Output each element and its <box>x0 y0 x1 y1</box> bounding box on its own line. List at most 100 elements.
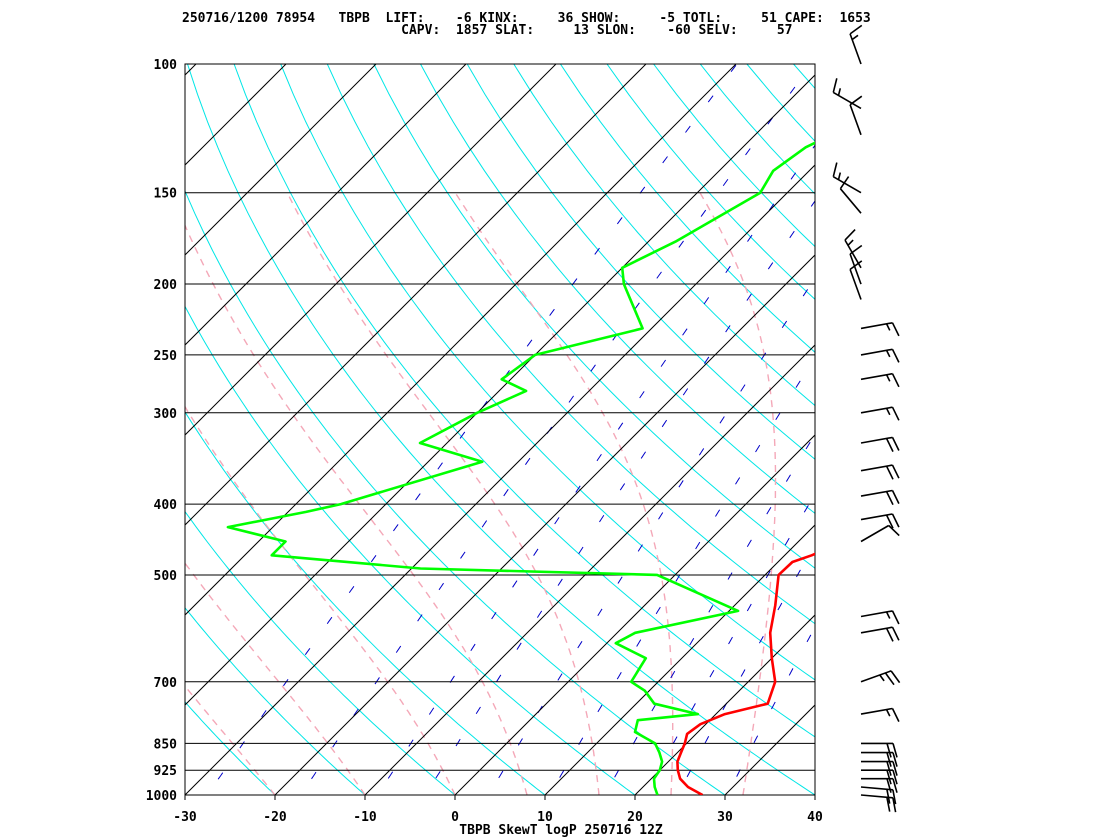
temperature-profile <box>676 552 815 795</box>
pressure-tick-label: 700 <box>154 676 178 691</box>
moist-adiabats <box>185 192 815 795</box>
wind-barb-half-flag <box>837 88 842 96</box>
wind-barb-flag <box>888 524 900 537</box>
isotherm-line <box>185 64 557 436</box>
wind-barb <box>860 406 900 421</box>
pressure-tick-label: 500 <box>154 569 178 584</box>
dry-adiabat <box>326 64 815 625</box>
pressure-tick-label: 200 <box>154 278 178 293</box>
dry-adiabat <box>185 701 276 795</box>
mixing-ratio-lines <box>206 64 815 795</box>
wind-barb <box>860 786 897 805</box>
isotherm-line <box>185 64 287 166</box>
wind-barb-half-flag <box>885 323 891 331</box>
wind-barb <box>860 794 897 813</box>
header-line-2: CAPV: 1857 SLAT: 13 SLON: -60 SELV: 57 <box>182 23 792 38</box>
dry-adiabat <box>699 64 815 195</box>
temperature-tick-label: -30 <box>173 810 197 825</box>
temperature-tick-label: 30 <box>717 810 733 825</box>
mixing-ratio-line <box>644 493 815 795</box>
wind-barb-half-flag <box>885 709 891 717</box>
dry-adiabat <box>606 64 815 300</box>
isotherm-line <box>814 794 815 795</box>
isotherm-line <box>544 524 815 795</box>
isotherms <box>185 64 815 795</box>
dry-adiabat <box>373 64 815 569</box>
pressure-tick-label: 150 <box>154 187 178 202</box>
pressure-tick-label: 100 <box>154 58 178 73</box>
mixing-ratio-line <box>300 64 813 795</box>
wind-barb <box>861 769 898 785</box>
wind-barb-flag <box>892 778 898 793</box>
moist-adiabat <box>454 192 674 795</box>
wind-barb-flag <box>832 78 838 93</box>
wind-barb-half-flag <box>885 350 891 358</box>
wind-barb-staff <box>849 253 862 285</box>
isotherm-line <box>185 164 815 795</box>
wind-barb-flag <box>844 229 856 241</box>
wind-barb <box>860 670 901 686</box>
temperature-tick-label: -10 <box>353 810 377 825</box>
wind-barb <box>844 229 862 269</box>
wind-barb-flag <box>891 464 900 479</box>
chart-title: TBPB SkewT logP 250716 12Z <box>459 823 663 838</box>
wind-barb-half-flag <box>847 239 854 246</box>
moist-adiabat <box>185 685 276 795</box>
wind-barb-half-flag <box>885 407 891 416</box>
wind-barb-flag <box>892 752 898 767</box>
isotherm-line <box>185 64 467 346</box>
dry-adiabat <box>793 64 815 90</box>
temperature-tick-label: 40 <box>807 810 823 825</box>
wind-barb <box>860 626 900 642</box>
wind-barb-staff <box>849 33 862 65</box>
wind-barb <box>832 78 862 110</box>
wind-barb-flag <box>892 743 898 758</box>
pressure-tick-label: 400 <box>154 498 178 513</box>
dry-adiabat <box>233 64 815 738</box>
wind-barb-flag <box>891 373 900 388</box>
wind-barb <box>860 707 900 722</box>
wind-barb-flag <box>886 797 891 812</box>
wind-barb <box>860 348 900 363</box>
dry-adiabat <box>185 510 456 795</box>
dry-adiabat <box>466 64 815 460</box>
wind-barb-flag <box>886 752 892 767</box>
wind-barb-flag <box>849 24 863 35</box>
dry-adiabat <box>187 64 815 795</box>
wind-barb-flag <box>891 437 900 451</box>
dry-adiabat <box>933 64 1120 811</box>
wind-barb <box>849 95 863 136</box>
wind-barb <box>861 742 898 758</box>
temperature-tick-label: -20 <box>263 810 287 825</box>
pressure-tick-label: 300 <box>154 407 178 422</box>
wind-barb <box>860 513 900 529</box>
wind-barb-flag <box>892 769 898 785</box>
wind-barb-flag <box>884 672 895 686</box>
wind-barb <box>849 260 863 300</box>
moist-adiabat <box>185 405 456 795</box>
isotherm-line <box>274 254 815 795</box>
moist-adiabat <box>185 223 528 795</box>
wind-barb <box>860 464 900 480</box>
wind-barb <box>861 777 898 793</box>
wind-barb-flag <box>886 789 891 804</box>
wind-barb <box>860 524 900 543</box>
wind-barb-flag <box>891 406 900 421</box>
wind-barb-staff <box>860 786 893 791</box>
isotherm-line <box>185 64 737 616</box>
wind-barb-flag <box>891 348 900 363</box>
wind-barb-flag <box>890 670 901 684</box>
wind-barb <box>849 24 863 65</box>
moist-adiabat <box>699 192 777 795</box>
wind-barb <box>832 162 862 194</box>
dry-adiabat <box>887 64 1120 811</box>
wind-barb <box>861 751 898 767</box>
dry-adiabat <box>840 64 1120 811</box>
wind-barb <box>860 489 900 506</box>
wind-barb-flag <box>891 626 900 641</box>
wind-barb <box>860 322 900 337</box>
wind-barb-flag <box>886 743 892 758</box>
wind-barbs <box>832 24 901 813</box>
isotherm-line <box>454 434 815 795</box>
